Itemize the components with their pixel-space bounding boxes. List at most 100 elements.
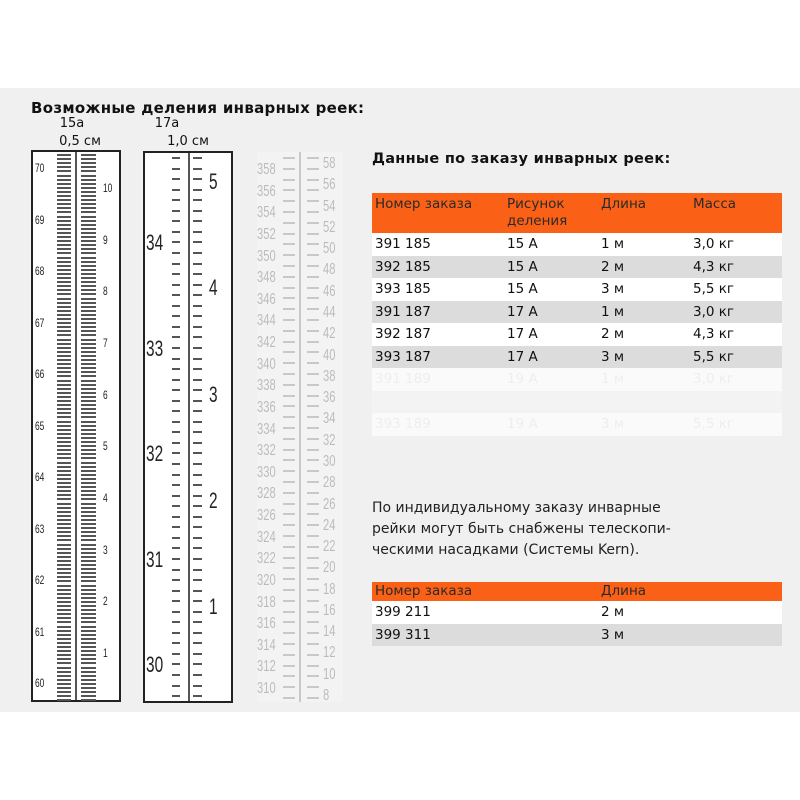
ruler-tick [307,653,319,656]
ruler-tick [57,190,71,193]
ruler-number: 60 [35,676,45,690]
ruler-tick [81,629,96,632]
ruler-tick [81,432,96,435]
table-cell: 399 311 [372,623,598,646]
table-cell: 2 м [598,601,782,624]
table-cell [504,390,598,413]
ruler-tick [57,166,71,169]
ruler-tick [283,254,295,257]
ruler-tick [57,592,71,595]
ruler-tick [81,687,96,689]
ruler-tick [172,621,180,624]
ruler-tick [57,469,71,472]
ruler-tick [283,513,295,516]
ruler-tick [57,641,71,644]
ruler-tick [307,286,319,289]
ruler-number: 310 [257,680,276,697]
ruler-tick [57,215,71,218]
ruler-tick [172,557,180,560]
table-cell: 391 185 [372,233,504,256]
ruler-tick [172,220,180,223]
ruler-tick [81,658,96,661]
ruler-tick [307,589,319,591]
ruler-tick [81,490,96,493]
ruler-tick [57,199,71,202]
ruler-number: 50 [323,240,336,258]
ruler-tick [193,283,202,286]
ruler-number: 330 [257,463,276,481]
table-cell: 5,5 кг [690,345,782,368]
table-cell: 3,0 кг [690,368,782,391]
ruler-tick [307,491,319,494]
ruler-tick [57,691,71,694]
ruler-tick [307,416,319,419]
table-cell: 15 A [504,278,598,301]
table-cell: 392 185 [372,255,504,278]
ruler-number: 48 [323,261,336,279]
ruler-tick [57,482,71,484]
ruler-tick [283,653,295,656]
table-cell: 19 A [504,368,598,391]
ruler-tick [81,354,96,357]
ruler-tick [283,502,295,505]
ruler-tick [81,477,96,480]
ruler-tick [307,211,319,213]
header-pattern: Рисунок деления [504,193,598,233]
ruler-tick [193,178,202,181]
ruler-number: 28 [323,474,336,492]
ruler-tick [81,227,96,230]
ruler-tick [193,674,202,676]
ruler-number: 52 [323,218,336,236]
ruler-tick [307,254,319,257]
ruler-tick [81,641,96,644]
ruler-tick [307,535,319,537]
table-header-row: Номер заказа Рисунок деления Длина Масса [372,193,782,233]
ruler-tick [57,666,71,669]
ruler-tick [81,469,96,472]
ruler-tick [172,283,180,286]
ruler-tick [81,682,96,685]
table-cell: 3 м [598,278,690,301]
ruler-tick [283,686,295,689]
ruler-number: 2 [209,487,218,513]
table-cell: 393 189 [372,413,504,436]
ruler-tick [57,313,71,316]
ruler-number: 3 [209,381,218,407]
ruler-tick [193,557,202,560]
ruler-tick [81,346,96,349]
ruler-tick [81,248,96,251]
ruler-tick [57,203,71,206]
ruler-tick [81,334,96,337]
ruler-number: 32 [323,431,336,449]
ruler-tick [57,584,71,587]
ruler-tick [81,391,96,394]
ruler-tick [81,674,96,677]
ruler-tick [57,695,71,698]
ruler-tick [81,666,96,669]
ruler-tick [81,539,96,542]
ruler-tick [57,375,71,378]
table-cell: 391 187 [372,300,504,323]
ruler-15a-image: 70 69 68 67 66 65 64 63 62 61 60 10 9 8 7 6 5 4 3 2 1 [31,150,121,702]
ruler-tick [283,524,295,527]
ruler-tick [57,465,71,468]
ruler-tick [81,412,96,415]
ruler-tick [193,547,202,550]
ruler-tick [81,436,96,439]
ruler-number: 32 [146,441,164,466]
table-cell: 3,0 кг [690,300,782,323]
ruler-tick [193,399,202,402]
ruler-number: 324 [257,528,276,546]
ruler-tick [81,637,96,640]
ruler-tick [57,268,71,271]
ruler-tick [57,494,71,497]
ruler-tick [283,157,295,159]
ruler-tick [283,373,295,375]
ruler-tick [172,536,180,539]
table-header-row: Номер заказа Длина [372,582,782,601]
ruler-tick [193,484,202,487]
ruler-tick [57,371,71,374]
ruler-tick [307,481,319,483]
ruler-number: 1 [209,594,218,619]
